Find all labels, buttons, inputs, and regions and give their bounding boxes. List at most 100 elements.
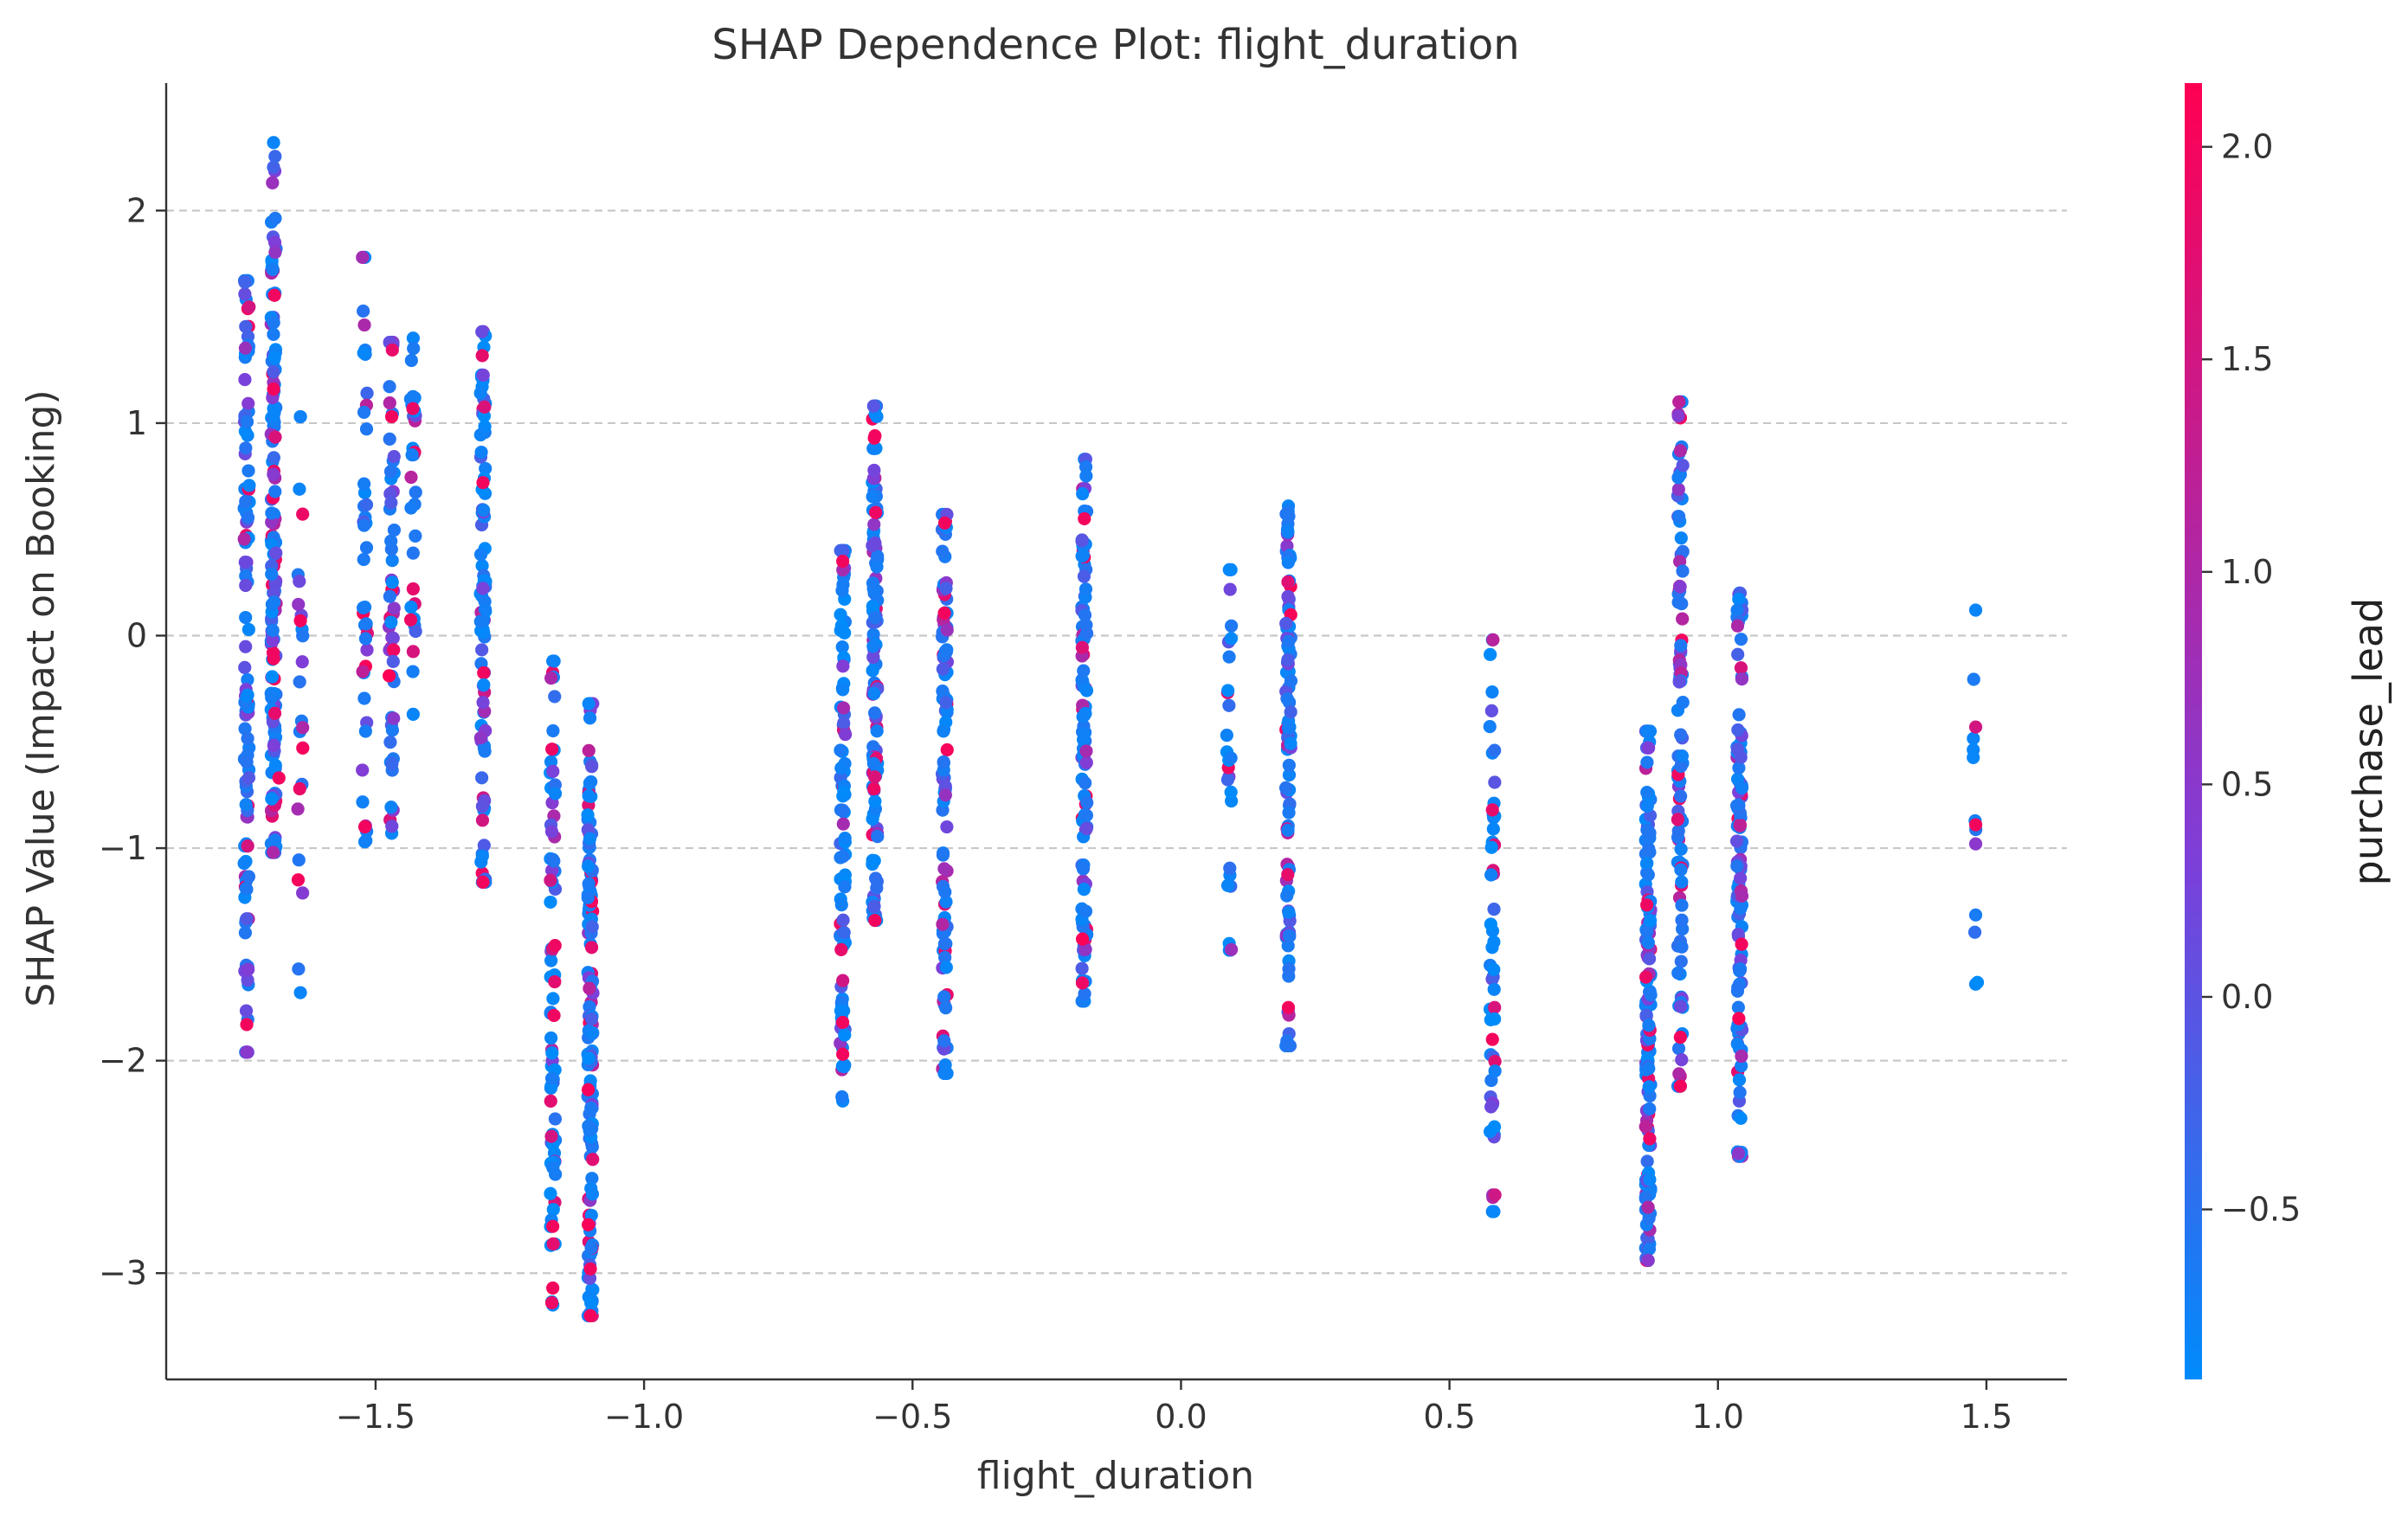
data-point [268, 485, 282, 498]
data-point [1734, 661, 1748, 675]
data-point [1672, 675, 1686, 689]
data-point [357, 405, 371, 420]
data-point [239, 319, 253, 334]
data-point [837, 717, 851, 730]
data-point [1281, 868, 1295, 882]
data-point [1735, 672, 1748, 686]
data-point [1671, 966, 1685, 980]
data-point [474, 445, 488, 460]
data-point [936, 685, 950, 698]
data-point [866, 740, 880, 754]
data-point [544, 1094, 557, 1108]
data-point [585, 1172, 599, 1186]
data-point [1672, 395, 1686, 408]
gridlines [166, 209, 2067, 1275]
data-point [239, 569, 253, 583]
data-point [293, 575, 306, 588]
data-point [239, 881, 253, 896]
data-point [478, 400, 492, 414]
data-point [1486, 633, 1500, 647]
data-point [937, 990, 951, 1004]
data-point [1075, 976, 1090, 990]
data-point [1968, 603, 1983, 617]
data-point [357, 820, 372, 834]
data-point [1675, 875, 1689, 889]
y-tick-label: 0 [126, 616, 147, 654]
data-point [937, 862, 951, 876]
data-point [585, 760, 599, 774]
colorbar-tick-label: 1.5 [2221, 340, 2273, 378]
data-point [870, 724, 884, 738]
data-point [1487, 962, 1501, 977]
data-point [291, 802, 305, 816]
data-point [475, 559, 489, 573]
data-point [836, 1015, 850, 1030]
data-point [546, 1219, 560, 1233]
data-point [358, 724, 372, 738]
data-point [583, 1271, 597, 1285]
data-point [1484, 917, 1497, 931]
data-point [545, 742, 559, 756]
data-point [1674, 789, 1688, 803]
data-point [838, 880, 852, 894]
data-point [1730, 742, 1745, 756]
scatter-points [237, 136, 1985, 1322]
data-point [939, 696, 953, 710]
data-point [547, 854, 561, 868]
data-point [1078, 727, 1091, 741]
data-point [296, 886, 310, 900]
data-point [476, 696, 490, 710]
data-point [272, 771, 286, 785]
data-point [1282, 758, 1296, 772]
data-point [267, 316, 280, 330]
data-point [1642, 1212, 1656, 1225]
data-point [583, 1123, 596, 1137]
data-point [548, 974, 562, 989]
colorbar: 2.0 1.5 1.0 0.5 0.0 −0.5 [2185, 83, 2301, 1379]
data-point [404, 470, 418, 485]
data-point [265, 691, 279, 704]
data-point [584, 775, 598, 789]
data-point [265, 670, 280, 684]
data-point [1281, 652, 1295, 667]
data-point [1735, 781, 1749, 795]
y-tick-label: 2 [126, 191, 147, 229]
data-point [586, 1153, 600, 1167]
data-point [1641, 868, 1655, 882]
data-point [357, 601, 370, 614]
colorbar-tick-label: 2.0 [2221, 128, 2273, 166]
data-point [581, 890, 595, 904]
data-point [268, 211, 282, 225]
data-point [356, 250, 370, 264]
data-point [238, 926, 253, 940]
data-point [268, 833, 282, 847]
data-point [241, 622, 255, 637]
data-point [937, 1066, 951, 1080]
data-point [544, 672, 558, 685]
data-point [1732, 761, 1746, 775]
data-point [1282, 961, 1296, 976]
data-point [548, 787, 563, 800]
data-point [836, 577, 850, 592]
data-point [1642, 842, 1656, 856]
data-point [239, 640, 253, 653]
data-point [385, 820, 399, 833]
data-point [1734, 633, 1748, 646]
data-point [1675, 913, 1689, 927]
data-point [1673, 1031, 1687, 1045]
data-point [1968, 837, 1983, 851]
data-point [836, 817, 850, 831]
data-point [1731, 798, 1746, 812]
data-point [1281, 524, 1295, 539]
data-point [839, 727, 853, 742]
data-point [293, 675, 306, 689]
data-point [937, 755, 950, 769]
data-point [267, 288, 281, 302]
data-point [473, 428, 487, 442]
data-point [936, 917, 950, 931]
y-tick-label: −2 [99, 1042, 147, 1080]
data-point [1079, 744, 1093, 758]
data-point [1970, 975, 1985, 989]
